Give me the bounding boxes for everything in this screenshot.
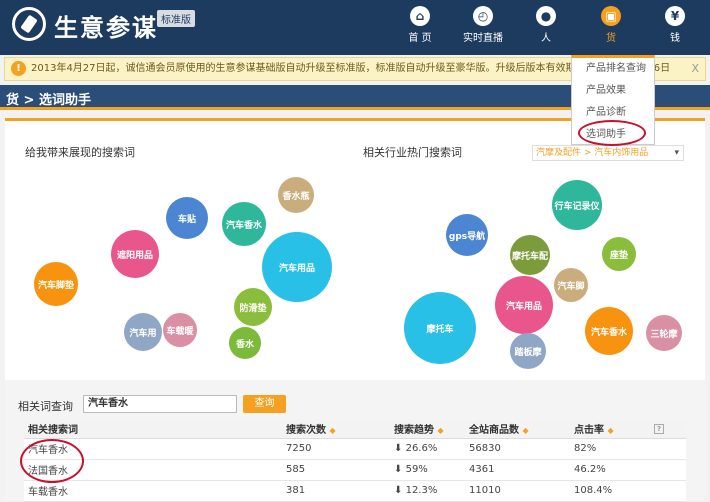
cell-product-count: 11010 bbox=[465, 480, 570, 502]
top-bar: 生意参谋 标准版 ⌂ 首 页 ◴ 实时直播 ● 人 ▣ 货 ¥ 钱 bbox=[0, 0, 710, 55]
sort-icon[interactable]: ◆ bbox=[329, 426, 336, 436]
bubble-keyword[interactable]: 三轮摩 bbox=[646, 315, 682, 351]
bubble-keyword[interactable]: 汽车用品 bbox=[495, 276, 553, 334]
table-row[interactable]: 车载香水 381 ⬇ 12.3% 11010 108.4% bbox=[24, 480, 686, 502]
clock-icon: ◴ bbox=[473, 6, 493, 26]
cell-product-count: 4361 bbox=[465, 459, 570, 481]
bubble-keyword[interactable]: 汽车脚垫 bbox=[34, 262, 78, 306]
cell-ctr: 82% bbox=[570, 438, 650, 460]
bubble-keyword[interactable]: 车载暖 bbox=[163, 313, 197, 347]
cell-search-count: 7250 bbox=[282, 438, 390, 460]
brand-name[interactable]: 生意参谋 bbox=[54, 14, 158, 42]
trend-down-icon: ⬇ bbox=[394, 443, 403, 454]
column-header-search-count[interactable]: 搜索次数 ◆ bbox=[282, 420, 390, 439]
cell-search-trend: ⬇ 59% bbox=[390, 459, 465, 481]
bubble-keyword[interactable]: 香水 bbox=[229, 327, 261, 359]
query-button[interactable]: 查询 bbox=[243, 395, 286, 413]
nav-live[interactable]: ◴ 实时直播 bbox=[458, 4, 508, 50]
nav-people-label: 人 bbox=[541, 33, 551, 44]
compass-logo-icon[interactable] bbox=[12, 7, 46, 41]
industry-select-value: 汽摩及配件 > 汽车内饰用品 bbox=[536, 148, 649, 158]
bubble-keyword[interactable]: 行车记录仪 bbox=[552, 180, 602, 230]
column-header-ctr[interactable]: 点击率 ◆ bbox=[570, 420, 650, 439]
cell-ctr: 108.4% bbox=[570, 480, 650, 502]
bubble-keyword[interactable]: 汽车用品 bbox=[262, 232, 332, 302]
nav-live-label: 实时直播 bbox=[463, 33, 503, 44]
menu-item-product-ranking[interactable]: 产品排名查询 bbox=[586, 63, 646, 74]
goods-icon: ▣ bbox=[601, 6, 621, 26]
bubble-keyword[interactable]: 香水瓶 bbox=[278, 177, 314, 213]
cell-search-trend: ⬇ 26.6% bbox=[390, 438, 465, 460]
table-header-row: 相关搜索词 搜索次数 ◆ 搜索趋势 ◆ 全站商品数 ◆ 点击率 ◆ ? bbox=[24, 420, 686, 439]
highlight-circle bbox=[20, 439, 84, 483]
breadcrumb: 货 > 选词助手 bbox=[6, 93, 91, 108]
warning-icon: ! bbox=[11, 61, 26, 76]
close-icon[interactable]: X bbox=[691, 62, 699, 75]
industry-select[interactable]: 汽摩及配件 > 汽车内饰用品 ▾ bbox=[532, 145, 684, 161]
bubble-keyword[interactable]: 汽车香水 bbox=[222, 202, 266, 246]
cell-search-trend: ⬇ 12.3% bbox=[390, 480, 465, 502]
nav-goods-label: 货 bbox=[606, 33, 616, 44]
nav-people[interactable]: ● 人 bbox=[521, 4, 571, 50]
menu-item-product-effect[interactable]: 产品效果 bbox=[586, 85, 626, 96]
menu-item-product-diagnosis[interactable]: 产品诊断 bbox=[586, 107, 626, 118]
sort-icon[interactable]: ◆ bbox=[522, 426, 529, 436]
bubble-keyword[interactable]: 遮阳用品 bbox=[111, 230, 159, 278]
nav-money-label: 钱 bbox=[670, 33, 680, 44]
bubble-keyword[interactable]: 座垫 bbox=[602, 237, 636, 271]
bubble-keyword[interactable]: 摩托车配 bbox=[510, 235, 550, 275]
cell-ctr: 46.2% bbox=[570, 459, 650, 481]
edition-badge: 标准版 bbox=[157, 10, 195, 27]
sort-icon[interactable]: ◆ bbox=[607, 426, 614, 436]
bubble-keyword[interactable]: 汽车香水 bbox=[585, 307, 633, 355]
bubble-keyword[interactable]: 车贴 bbox=[166, 197, 208, 239]
trend-down-icon: ⬇ bbox=[394, 485, 403, 496]
nav-home[interactable]: ⌂ 首 页 bbox=[395, 4, 445, 50]
yen-icon: ¥ bbox=[665, 6, 685, 26]
related-words-table: 相关搜索词 搜索次数 ◆ 搜索趋势 ◆ 全站商品数 ◆ 点击率 ◆ ? 汽车香水… bbox=[24, 420, 686, 502]
query-input[interactable]: 汽车香水 bbox=[83, 395, 237, 413]
column-header-keyword: 相关搜索词 bbox=[24, 420, 282, 439]
notice-text: 2013年4月27日起，诚信通会员原使用的生意参谋基础版自动升级至标准版，标准版… bbox=[31, 63, 671, 74]
query-label: 相关词查询 bbox=[18, 400, 73, 413]
user-icon: ● bbox=[536, 6, 556, 26]
home-icon: ⌂ bbox=[410, 6, 430, 26]
sort-icon[interactable]: ◆ bbox=[437, 426, 444, 436]
bubble-keyword[interactable]: 摩托车 bbox=[404, 292, 476, 364]
bubble-keyword[interactable]: 汽车脚 bbox=[554, 268, 588, 302]
bubble-keyword[interactable]: 踏板摩 bbox=[510, 333, 546, 369]
column-header-product-count[interactable]: 全站商品数 ◆ bbox=[465, 420, 570, 439]
cell-search-count: 585 bbox=[282, 459, 390, 481]
chevron-down-icon: ▾ bbox=[674, 148, 679, 158]
nav-goods[interactable]: ▣ 货 bbox=[586, 4, 636, 50]
cell-search-count: 381 bbox=[282, 480, 390, 502]
trend-down-icon: ⬇ bbox=[394, 464, 403, 475]
cell-keyword[interactable]: 车载香水 bbox=[24, 480, 282, 502]
table-row[interactable]: 法国香水 585 ⬇ 59% 4361 46.2% bbox=[24, 459, 686, 481]
table-row[interactable]: 汽车香水 7250 ⬇ 26.6% 56830 82% bbox=[24, 438, 686, 460]
column-header-search-trend[interactable]: 搜索趋势 ◆ bbox=[390, 420, 465, 439]
help-icon[interactable]: ? bbox=[654, 424, 664, 435]
bubble-keyword[interactable]: 防滑垫 bbox=[234, 288, 272, 326]
bubble-keyword[interactable]: 汽车用 bbox=[124, 313, 162, 351]
bubble-keyword[interactable]: gps导航 bbox=[446, 214, 488, 256]
nav-money[interactable]: ¥ 钱 bbox=[650, 4, 700, 50]
right-panel-title: 相关行业热门搜索词 bbox=[363, 146, 462, 159]
cell-product-count: 56830 bbox=[465, 438, 570, 460]
column-header-help[interactable]: ? bbox=[650, 420, 686, 439]
highlight-circle bbox=[578, 120, 646, 146]
left-panel-title: 给我带来展现的搜索词 bbox=[25, 146, 135, 159]
nav-home-label: 首 页 bbox=[408, 33, 432, 44]
